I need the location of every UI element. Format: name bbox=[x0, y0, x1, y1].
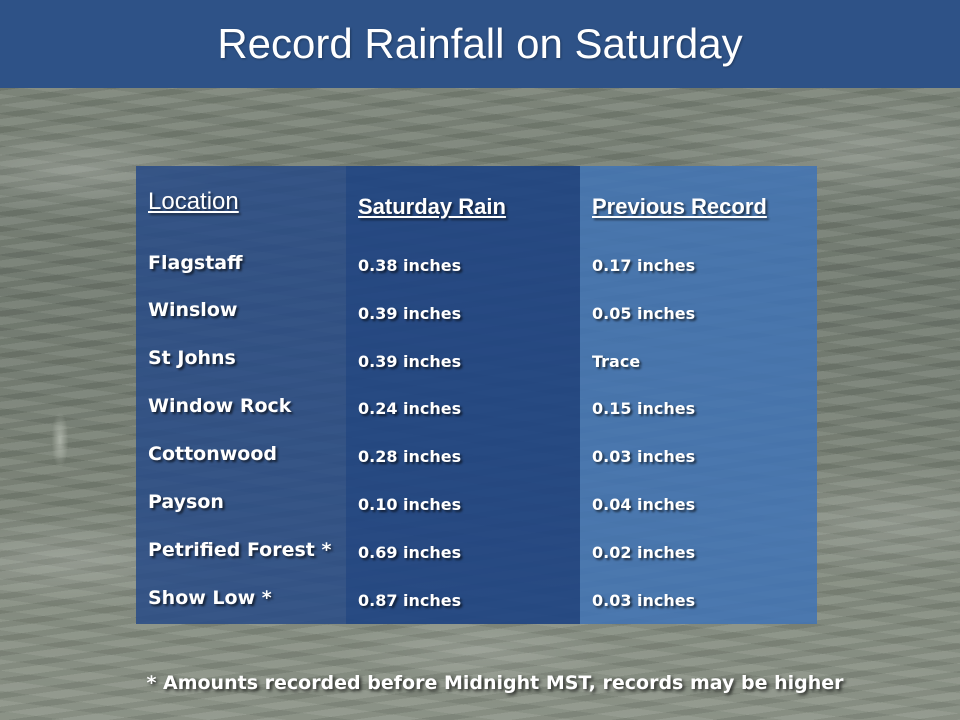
saturday-rain-cell: 0.69 inches bbox=[358, 543, 462, 562]
location-cell: Cottonwood bbox=[148, 443, 278, 465]
slide-title: Record Rainfall on Saturday bbox=[217, 20, 743, 67]
previous-record-cell: Trace bbox=[592, 352, 641, 371]
previous-record-column: Previous Record 0.17 inches 0.05 inches … bbox=[580, 166, 817, 624]
location-cell: Window Rock bbox=[148, 395, 292, 417]
saturday-rain-cell: 0.24 inches bbox=[358, 399, 462, 418]
rainfall-table: Location Flagstaff Winslow St Johns Wind… bbox=[136, 166, 817, 624]
location-cell: Flagstaff bbox=[148, 252, 243, 274]
saturday-rain-header: Saturday Rain bbox=[358, 194, 506, 219]
previous-record-cell: 0.17 inches bbox=[592, 256, 696, 275]
saturday-rain-cell: 0.10 inches bbox=[358, 495, 462, 514]
saturday-rain-cell: 0.28 inches bbox=[358, 447, 462, 466]
footnote: * Amounts recorded before Midnight MST, … bbox=[146, 672, 844, 694]
location-cell: Petrified Forest * bbox=[148, 539, 332, 561]
previous-record-cell: 0.03 inches bbox=[592, 591, 696, 610]
saturday-rain-cell: 0.87 inches bbox=[358, 591, 462, 610]
saturday-rain-cell: 0.39 inches bbox=[358, 304, 462, 323]
raindrop-splash bbox=[30, 380, 90, 500]
location-cell: Winslow bbox=[148, 299, 238, 321]
previous-record-cell: 0.05 inches bbox=[592, 304, 696, 323]
location-header: Location bbox=[148, 188, 239, 215]
previous-record-header: Previous Record bbox=[592, 194, 767, 219]
location-cell: Show Low * bbox=[148, 587, 272, 609]
previous-record-cell: 0.03 inches bbox=[592, 447, 696, 466]
title-bar: Record Rainfall on Saturday bbox=[0, 0, 960, 88]
saturday-rain-cell: 0.39 inches bbox=[358, 352, 462, 371]
location-cell: St Johns bbox=[148, 347, 236, 369]
location-column: Location Flagstaff Winslow St Johns Wind… bbox=[136, 166, 346, 624]
location-cell: Payson bbox=[148, 491, 224, 513]
previous-record-cell: 0.15 inches bbox=[592, 399, 696, 418]
saturday-rain-cell: 0.38 inches bbox=[358, 256, 462, 275]
previous-record-cell: 0.04 inches bbox=[592, 495, 696, 514]
previous-record-cell: 0.02 inches bbox=[592, 543, 696, 562]
saturday-rain-column: Saturday Rain 0.38 inches 0.39 inches 0.… bbox=[346, 166, 580, 624]
